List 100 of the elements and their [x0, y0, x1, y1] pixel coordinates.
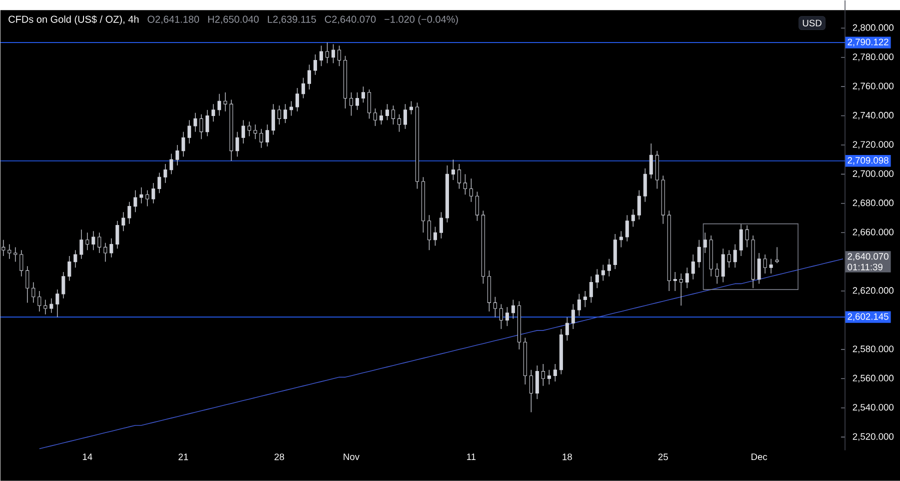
candlestick	[595, 268, 599, 288]
candlestick	[38, 290, 42, 312]
candlestick	[182, 132, 186, 158]
candlestick	[703, 232, 707, 254]
y-tick-label: 2,560.000	[852, 374, 894, 383]
candlestick	[248, 121, 252, 137]
ref-line-label: 2,790.122	[848, 38, 888, 46]
candlestick	[769, 258, 773, 274]
candlestick	[727, 250, 731, 268]
candlestick	[98, 232, 102, 254]
y-tick-label: 2,620.000	[852, 287, 894, 295]
line-series	[38, 258, 844, 450]
y-tick-label: 2,780.000	[852, 54, 894, 62]
candlestick	[739, 224, 743, 256]
candlestick	[134, 190, 138, 213]
candlestick	[463, 174, 467, 196]
candlestick	[164, 164, 168, 184]
x-tick-label: 25	[658, 454, 668, 460]
x-tick-label: Dec	[752, 454, 768, 460]
candlestick	[116, 220, 120, 250]
candlestick	[212, 104, 216, 122]
candlestick	[745, 225, 749, 248]
candlestick	[8, 244, 12, 260]
annotation: −1.020 (−0.04%)	[384, 16, 458, 25]
candlestick	[631, 208, 635, 228]
candlestick	[601, 264, 605, 282]
candlestick	[206, 110, 210, 137]
candlestick	[583, 290, 587, 308]
candlestick	[74, 250, 78, 268]
candlestick	[733, 244, 737, 268]
candlestick	[272, 104, 276, 136]
candlestick	[44, 300, 48, 315]
candlestick	[236, 132, 240, 158]
candlestick	[68, 256, 72, 282]
candlestick	[56, 289, 60, 318]
candlestick	[625, 214, 629, 242]
candlestick	[188, 120, 192, 144]
candlestick	[218, 94, 222, 116]
y-tick-label: 2,520.000	[852, 433, 894, 441]
text: 01:11:39	[848, 264, 882, 270]
text: 2,640.070	[848, 253, 888, 261]
candlestick	[302, 78, 306, 99]
candlestick	[715, 262, 719, 284]
candlestick	[62, 272, 66, 299]
candlestick	[110, 238, 114, 258]
candlestick	[427, 214, 431, 251]
annotation: H2,650.040	[208, 16, 259, 24]
candlestick	[439, 212, 443, 239]
candlestick	[224, 92, 228, 112]
y-tick-label: 2,740.000	[852, 112, 894, 120]
candlestick	[337, 45, 342, 67]
candlestick	[379, 110, 384, 125]
candlestick	[589, 276, 593, 304]
candlestick	[122, 212, 126, 232]
candlestick	[541, 364, 545, 386]
annotation: C2,640.070	[324, 16, 376, 24]
candlestick	[697, 240, 701, 268]
candlestick	[50, 298, 54, 314]
x-tick-label: 21	[178, 454, 188, 460]
candlestick	[260, 128, 264, 148]
annotation: USD	[802, 20, 822, 26]
candlestick	[146, 190, 150, 207]
annotation: O2,641.180	[148, 16, 200, 24]
y-tick-label: 2,800.000	[852, 24, 894, 32]
candlestick	[176, 144, 180, 166]
candlestick	[355, 92, 360, 110]
candlestick	[643, 168, 647, 202]
candlestick	[619, 230, 623, 248]
candlestick	[457, 164, 461, 190]
candlestick	[691, 254, 695, 280]
candlestick	[296, 88, 300, 112]
x-tick-label: 28	[274, 454, 284, 460]
ref-line-label: 2,709.098	[848, 157, 888, 165]
candlestick	[319, 45, 324, 67]
candlestick	[170, 153, 174, 175]
candlestick	[475, 191, 479, 222]
candlestick	[649, 143, 653, 179]
candlestick	[775, 246, 779, 264]
candlestick	[254, 124, 258, 140]
candlestick	[92, 230, 96, 251]
candlestick	[20, 250, 24, 277]
y-tick-label: 2,680.000	[852, 200, 894, 208]
candlestick	[361, 86, 366, 104]
candlestick	[721, 248, 725, 283]
candlestick	[152, 182, 156, 204]
candlestick	[86, 232, 90, 251]
candlestick	[278, 105, 282, 125]
candlestick	[128, 202, 132, 224]
candlestick	[26, 266, 30, 304]
candlestick	[511, 300, 515, 320]
y-tick-label: 2,580.000	[852, 346, 894, 354]
candlestick	[331, 44, 336, 64]
candlestick	[493, 296, 497, 318]
candlestick	[451, 159, 455, 180]
y-tick-label: 2,540.000	[852, 404, 894, 412]
candlestick	[14, 246, 18, 262]
candlestick	[505, 306, 509, 326]
candlestick	[577, 294, 581, 316]
candlestick	[685, 267, 689, 288]
candlestick	[673, 272, 677, 292]
